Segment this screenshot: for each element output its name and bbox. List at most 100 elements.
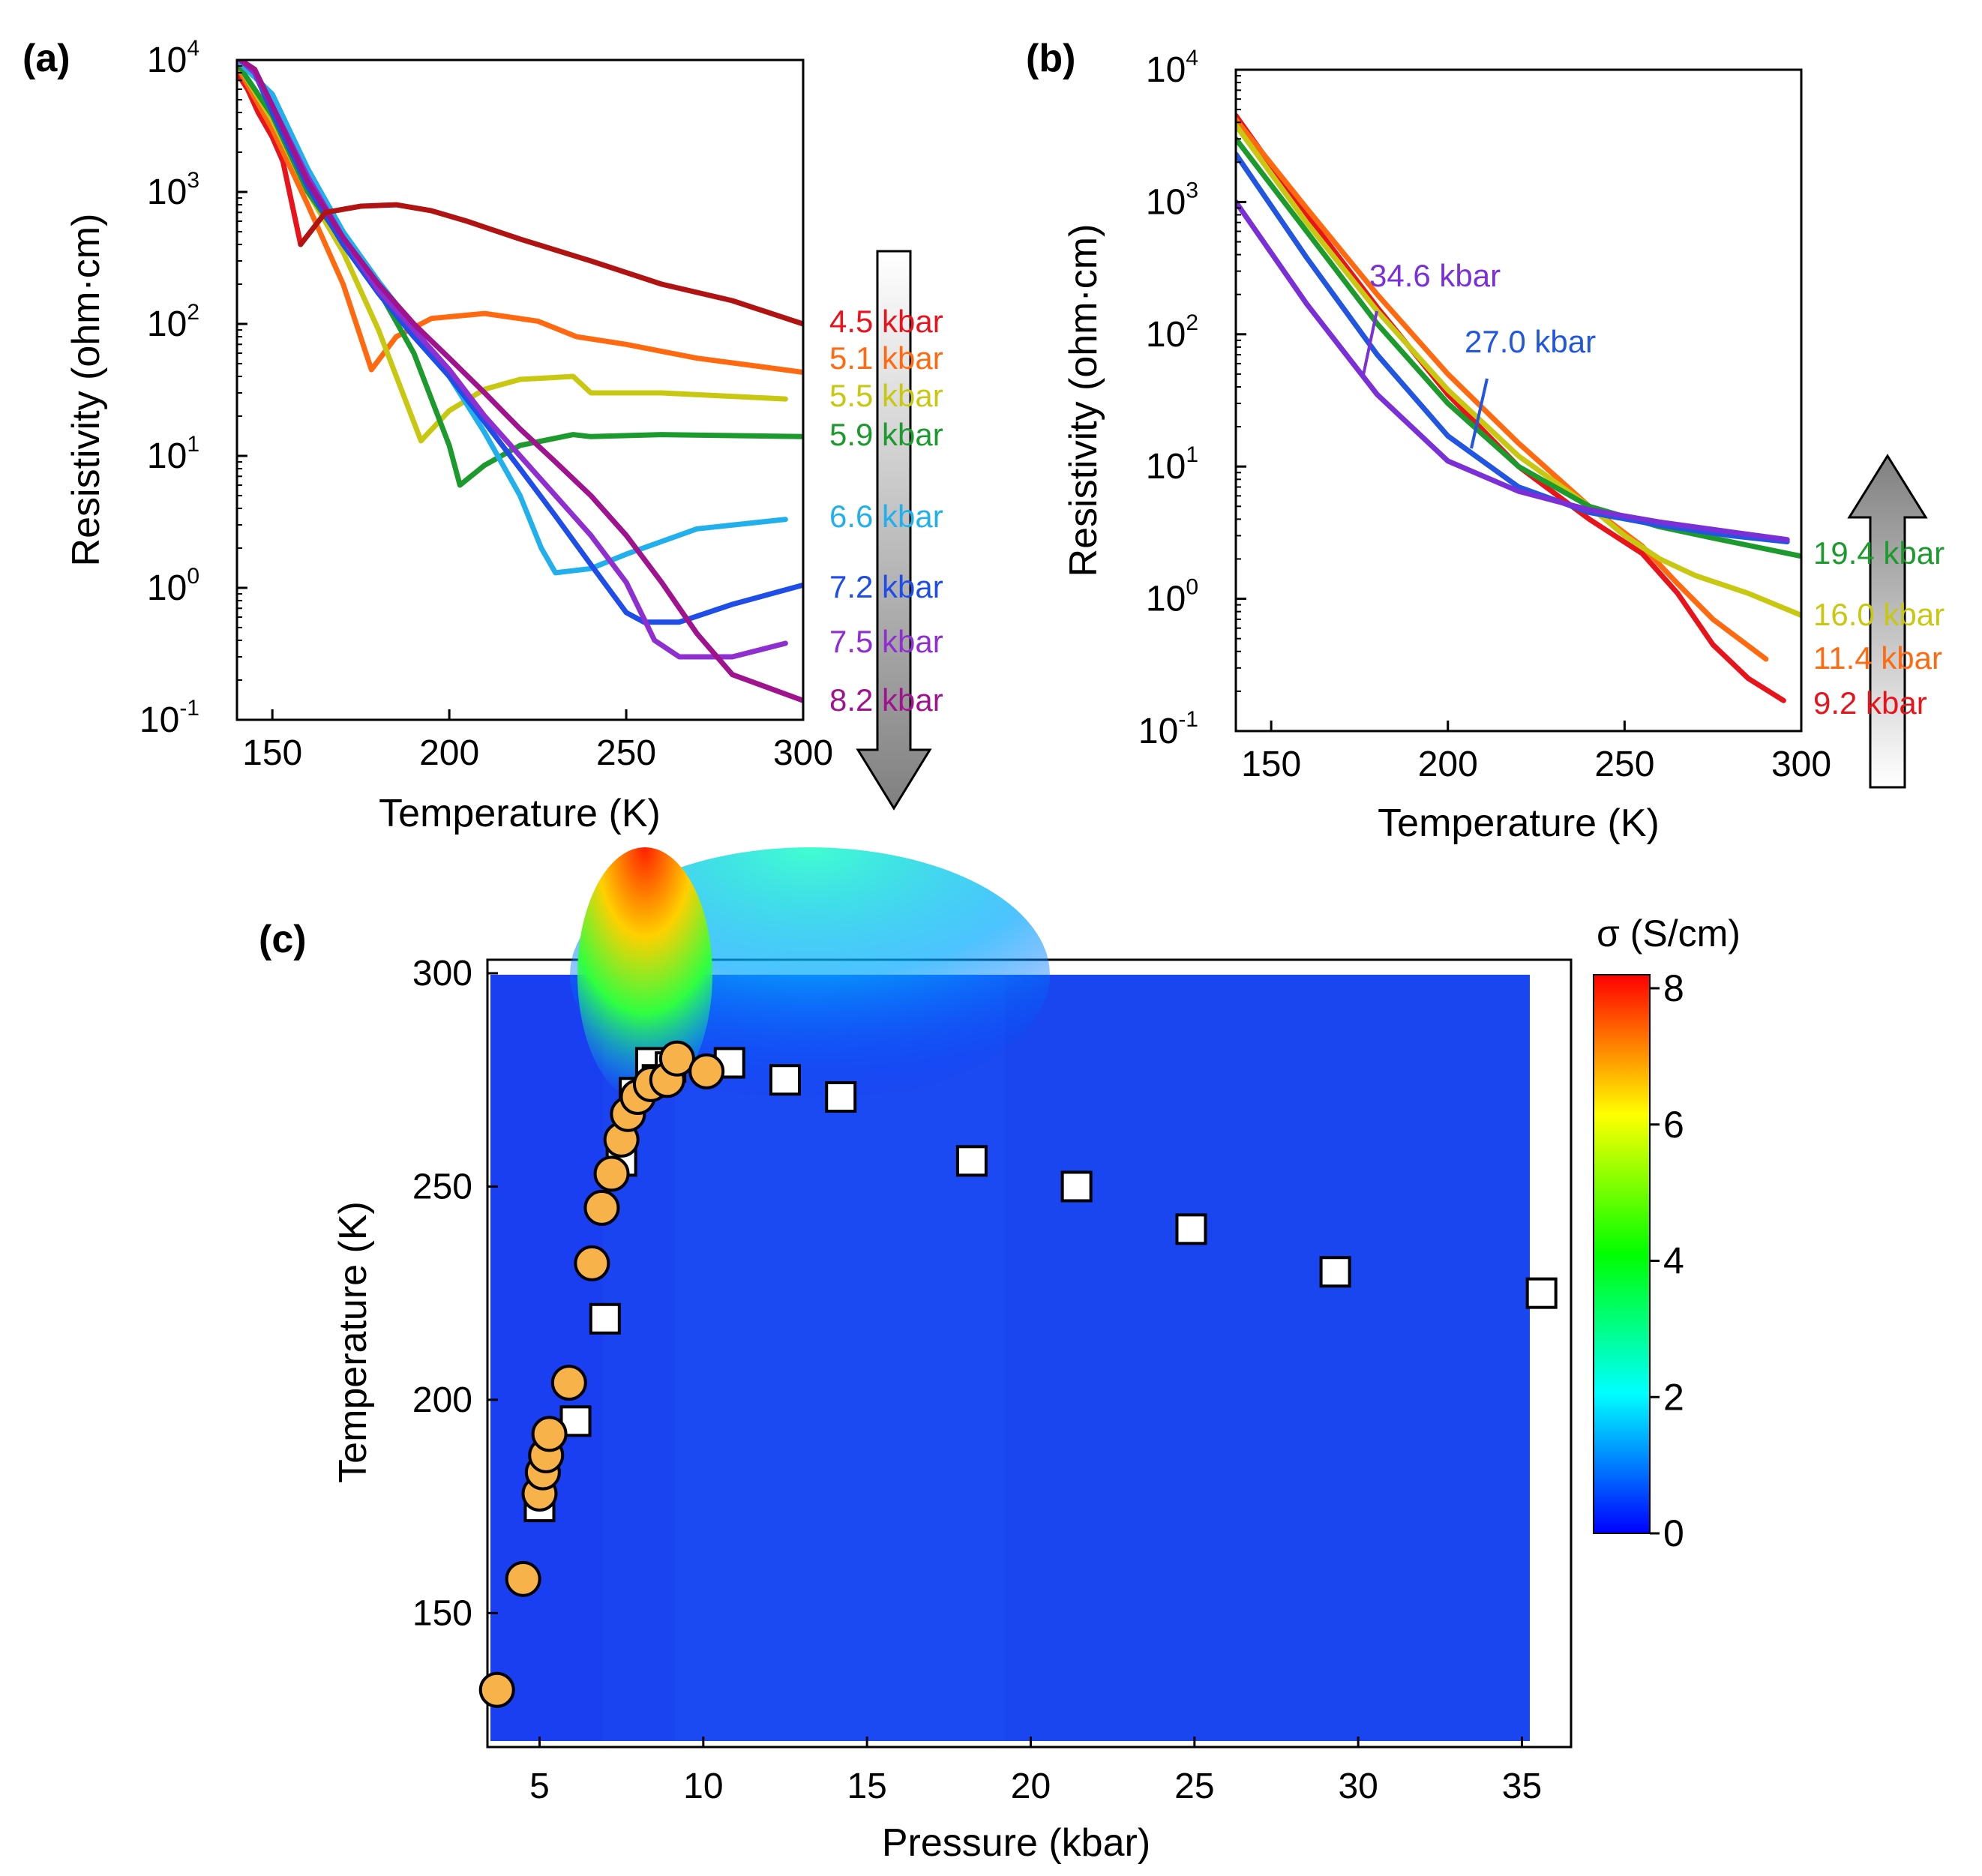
square-marker-14 (1319, 1256, 1351, 1288)
y-tick-label-c-0: 150 (412, 1593, 472, 1633)
panel-label-b: (b) (1026, 37, 1075, 80)
arrow-up-icon (1847, 454, 1928, 789)
colorbar-ticks: 0 2 4 6 8 (1650, 967, 1684, 1554)
colorbar-tick-label-4: 8 (1663, 967, 1684, 1009)
y-tick-label-a-2: 101 (147, 432, 199, 476)
legend-label-a-7: 8.2 kbar (829, 682, 943, 718)
y-axis-label-b: Resistivity (ohm·cm) (1062, 224, 1105, 577)
y-ticks-a: 10-1 100 101 102 103 104 (139, 36, 247, 740)
square-marker-15 (1525, 1277, 1558, 1309)
y-tick-label-b-2: 101 (1146, 442, 1198, 487)
legend-label-a-3: 5.9 kbar (829, 417, 943, 452)
x-tick-label-c-6: 35 (1502, 1767, 1542, 1806)
colorbar-tick-label-2: 4 (1663, 1240, 1684, 1282)
y-tick-label-c-1: 200 (412, 1380, 472, 1420)
circle-marker-1 (505, 1560, 541, 1597)
legend-label-a-5: 7.2 kbar (829, 569, 943, 604)
x-tick-label-c-2: 15 (847, 1767, 886, 1806)
circle-marker-9 (593, 1155, 630, 1192)
x-tick-label-a-3: 300 (773, 733, 833, 773)
annotation-label-b-0: 34.6 kbar (1369, 258, 1501, 293)
y-tick-label-b-4: 103 (1146, 178, 1198, 222)
y-tick-label-b-3: 102 (1146, 310, 1198, 355)
series-line-b-3 (1236, 136, 1801, 559)
x-tick-label-b-2: 250 (1594, 745, 1654, 784)
circle-marker-0 (478, 1671, 515, 1708)
circle-marker-15 (658, 1040, 695, 1077)
colorbar: σ (S/cm) 0 2 4 6 8 (1593, 913, 1741, 1554)
series-line-a-5 (238, 60, 803, 625)
y-tick-label-c-3: 300 (412, 954, 472, 993)
series-line-a-2 (237, 60, 788, 444)
circle-marker-5 (531, 1416, 568, 1452)
panel-b: (b) 150 200 250 300 10-1 100 101 102 103 104 Tem… (1026, 37, 1945, 845)
y-tick-label-b-1: 100 (1146, 575, 1198, 619)
series-line-b-5 (1236, 199, 1790, 543)
x-tick-label-c-1: 10 (683, 1767, 723, 1806)
panel-label-a: (a) (22, 37, 70, 80)
circle-marker-16 (688, 1053, 725, 1089)
series-line-b-0 (1236, 112, 1786, 703)
x-tick-label-b-0: 150 (1241, 745, 1301, 784)
legend-label-a-4: 6.6 kbar (829, 499, 943, 534)
annotations-b: 34.6 kbar 27.0 kbar (1362, 258, 1596, 449)
series-line-a-4 (237, 60, 788, 576)
series-line-a-1 (237, 63, 803, 375)
annotation-leader-b-1 (1470, 378, 1489, 449)
series-line-a-3 (237, 60, 803, 488)
legend-label-b-0: 9.2 kbar (1813, 685, 1927, 721)
heatmap (490, 847, 1530, 1741)
square-marker-11 (955, 1145, 988, 1177)
x-tick-label-b-1: 200 (1418, 745, 1478, 784)
x-axis-label-a: Temperature (K) (379, 792, 661, 835)
heatmap-hot-region (577, 847, 712, 1102)
annotation-label-b-1: 27.0 kbar (1465, 324, 1596, 359)
y-tick-label-c-2: 250 (412, 1167, 472, 1206)
x-tick-label-a-0: 150 (242, 733, 302, 773)
square-marker-2 (589, 1302, 621, 1335)
x-ticks-c: 5 10 15 20 25 30 35 (529, 1737, 1542, 1806)
y-tick-label-a-4: 103 (147, 168, 199, 212)
y-ticks-c: 150 200 250 300 (412, 954, 498, 1633)
y-axis-label-c: Temperature (K) (331, 1201, 375, 1483)
colorbar-gradient (1593, 974, 1651, 1534)
panel-a: (a) 150 200 250 300 10-1 100 101 102 103 104 Tem… (22, 36, 943, 835)
circle-marker-6 (550, 1365, 587, 1401)
x-ticks-a: 150 200 250 300 (242, 709, 833, 773)
legend-label-a-2: 5.5 kbar (829, 378, 943, 413)
square-marker-13 (1175, 1213, 1207, 1245)
square-marker-12 (1060, 1170, 1093, 1203)
y-tick-label-a-3: 102 (147, 300, 199, 344)
y-ticks-b: 10-1 100 101 102 103 104 (1138, 46, 1246, 751)
y-tick-label-a-5: 104 (147, 36, 199, 80)
square-marker-9 (769, 1064, 801, 1096)
panel-label-c: (c) (259, 918, 307, 961)
circle-marker-8 (583, 1189, 620, 1226)
x-tick-label-c-3: 20 (1011, 1767, 1051, 1806)
y-tick-label-b-5: 104 (1146, 46, 1198, 90)
x-axis-label-c: Pressure (kbar) (882, 1821, 1150, 1865)
colorbar-tick-label-3: 6 (1663, 1104, 1684, 1146)
colorbar-tick-label-0: 0 (1663, 1512, 1684, 1554)
series-group-b (1236, 112, 1801, 703)
series-line-b-1 (1236, 117, 1769, 662)
circle-markers-c (478, 1040, 725, 1708)
y-tick-label-a-1: 100 (147, 564, 199, 608)
circle-marker-7 (574, 1245, 610, 1281)
series-line-b-2 (1236, 122, 1801, 619)
annotation-leader-b-0 (1362, 310, 1378, 376)
y-axis-label-a: Resistivity (ohm·cm) (64, 214, 108, 567)
x-tick-label-c-5: 30 (1338, 1767, 1378, 1806)
y-tick-label-a-0: 10-1 (139, 696, 199, 740)
x-tick-label-c-4: 25 (1174, 1767, 1214, 1806)
series-line-b-4 (1236, 151, 1790, 544)
series-line-a-8 (298, 202, 803, 327)
plot-frame-a (235, 58, 805, 721)
legend-label-b-2: 16.0 kbar (1813, 597, 1945, 632)
heatmap-band-low-pressure (490, 975, 603, 1741)
plot-frame-b (1234, 68, 1803, 733)
legend-label-b-1: 11.4 kbar (1813, 640, 1942, 676)
heatmap-band-high-pressure (1005, 975, 1530, 1741)
